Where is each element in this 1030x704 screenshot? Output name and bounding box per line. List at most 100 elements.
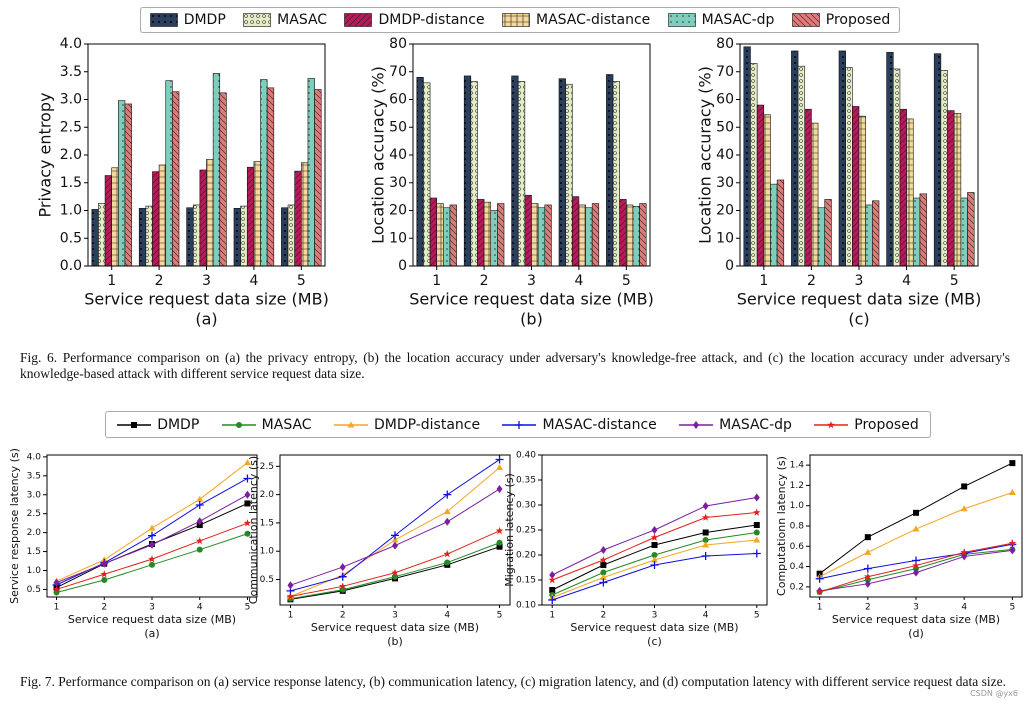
marker [496, 539, 503, 546]
x-tick-label: 3 [202, 273, 211, 289]
y-tick-label: 0.5 [260, 575, 274, 585]
x-tick-label: 2 [807, 273, 816, 289]
x-axis-label: Service request data size (MB) [832, 613, 1000, 626]
marker [599, 578, 608, 587]
bar [756, 104, 765, 267]
y-tick-label: 0.15 [516, 576, 536, 586]
legend-swatch [502, 13, 530, 27]
marker [195, 500, 204, 509]
bar [416, 77, 424, 267]
marker [912, 525, 920, 532]
legend-item: DMDP-distance [333, 417, 480, 433]
marker [702, 529, 709, 536]
bar [240, 205, 248, 267]
marker [701, 552, 710, 560]
bar [429, 197, 437, 267]
bar [124, 103, 132, 267]
marker [391, 531, 399, 540]
bar [423, 82, 431, 267]
y-tick-label: 80 [716, 36, 734, 52]
x-tick-label: 4 [703, 611, 709, 621]
marker [752, 549, 761, 558]
legend-item: DMDP [117, 417, 199, 433]
x-axis-label: Service request data size (MB) [84, 290, 329, 309]
y-tick-label: 0.4 [790, 562, 805, 572]
y-tick-label: 1.0 [27, 566, 42, 576]
marker [496, 484, 503, 493]
y-tick-label: 0.5 [60, 230, 82, 246]
watermark: CSDN @yx6 [970, 689, 1018, 698]
legend-swatch [667, 13, 696, 27]
subplot-label: (d) [908, 627, 924, 640]
bar [98, 202, 106, 267]
bar [892, 68, 901, 267]
x-tick-label: 1 [817, 603, 823, 613]
y-tick-label: 0.6 [790, 542, 805, 552]
y-tick-label: 0.35 [516, 476, 536, 486]
legend-item: MASAC-dp [679, 417, 792, 433]
marker [339, 563, 346, 572]
x-tick-label: 3 [855, 273, 864, 289]
bar [625, 204, 634, 267]
bar [449, 204, 457, 267]
marker [863, 564, 872, 573]
y-tick-label: 40 [716, 147, 734, 163]
marker [235, 421, 242, 428]
bar [743, 46, 751, 267]
bar [531, 203, 539, 267]
y-axis-label: Communication latency (s) [247, 456, 260, 604]
bar [953, 113, 962, 267]
bar [865, 204, 873, 267]
marker [148, 555, 156, 563]
legend-swatch [679, 420, 714, 429]
bar [750, 63, 758, 267]
y-tick-label: 1.0 [790, 501, 805, 511]
y-tick-label: 2.5 [260, 462, 274, 472]
y-tick-label: 0.10 [516, 601, 536, 611]
bar [314, 89, 322, 267]
legend-item: MASAC-dp [667, 12, 774, 28]
y-axis-label: Location accuracy (%) [369, 66, 388, 244]
bar [824, 199, 832, 267]
legend-label: MASAC-dp [719, 416, 792, 433]
marker [599, 574, 607, 580]
bar [899, 108, 907, 267]
bar [940, 70, 948, 267]
marker [244, 530, 251, 537]
chart: 0.5 1.0 1.5 2.0 2.5 3.0 3.5 4.0 1 2 3 4 5 Service req… [8, 448, 258, 640]
marker [286, 592, 295, 600]
marker [753, 536, 761, 543]
chart: 0.2 0.4 0.6 0.8 1.0 1.2 1.4 1 2 3 4 5 Service reques… [775, 454, 1023, 640]
bar [145, 205, 153, 267]
y-tick-label: 0.30 [516, 501, 536, 511]
y-tick-label: 1.4 [790, 461, 805, 471]
y-tick-label: 60 [716, 92, 734, 108]
x-tick-label: 3 [652, 611, 658, 621]
marker [243, 474, 252, 483]
x-tick-label: 2 [340, 611, 346, 621]
bar [260, 79, 268, 267]
marker [53, 578, 60, 587]
marker [600, 546, 607, 554]
marker [651, 556, 658, 563]
bar [158, 164, 167, 267]
plot-frame [279, 454, 511, 606]
x-tick-label: 2 [600, 611, 606, 621]
bar [960, 197, 968, 267]
y-tick-label: 2.5 [27, 509, 41, 519]
marker [52, 585, 61, 593]
bar [307, 78, 315, 267]
marker [496, 543, 503, 550]
legend-swatch [814, 420, 849, 428]
x-tick-label: 1 [759, 273, 768, 289]
bar [770, 183, 778, 267]
bar [591, 203, 600, 267]
bar [763, 114, 771, 267]
bar [483, 201, 492, 267]
x-tick-label: 3 [392, 611, 398, 621]
y-tick-label: 80 [389, 36, 407, 52]
bar [578, 204, 586, 267]
bar [565, 83, 573, 267]
marker [1009, 460, 1016, 467]
legend-swatch [221, 421, 256, 428]
